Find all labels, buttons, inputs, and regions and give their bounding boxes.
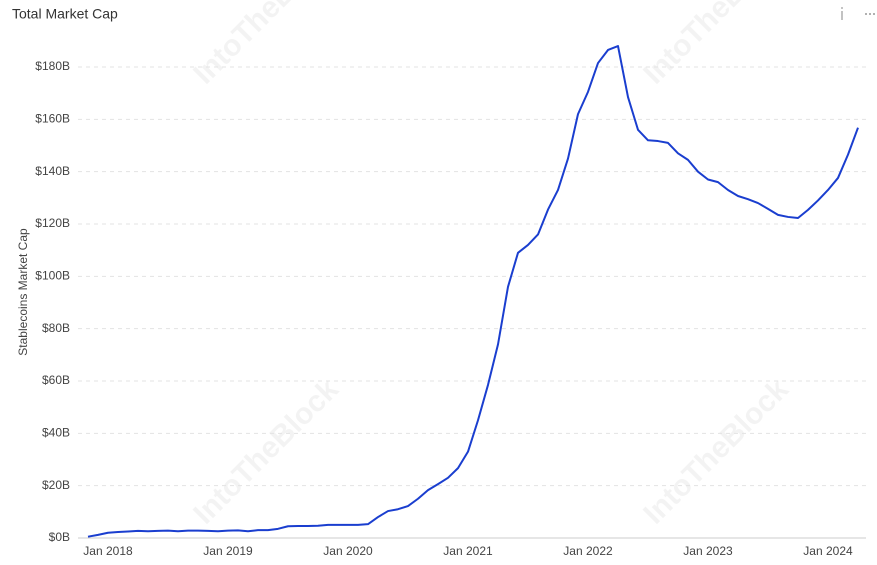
y-tick-label: $180B — [35, 59, 70, 73]
x-tick-label: Jan 2021 — [443, 544, 493, 558]
line-series — [87, 45, 859, 538]
y-tick-label: $40B — [42, 426, 70, 440]
info-icon[interactable] — [841, 7, 843, 20]
x-tick-label: Jan 2020 — [323, 544, 373, 558]
x-tick-label: Jan 2022 — [563, 544, 613, 558]
menu-icon[interactable] — [865, 13, 875, 15]
x-tick-label: Jan 2019 — [203, 544, 253, 558]
y-tick-label: $20B — [42, 478, 70, 492]
y-tick-label: $160B — [35, 112, 70, 126]
x-tick-label: Jan 2023 — [683, 544, 733, 558]
y-tick-label: $100B — [35, 269, 70, 283]
y-tick-label: $60B — [42, 373, 70, 387]
chart-title: Total Market Cap — [12, 6, 118, 22]
watermark: IntoTheBlock — [187, 0, 345, 91]
y-tick-label: $80B — [42, 321, 70, 335]
x-tick-label: Jan 2018 — [83, 544, 133, 558]
watermark: IntoTheBlock — [637, 373, 795, 531]
y-tick-label: $0B — [49, 530, 70, 544]
watermark: IntoTheBlock — [187, 373, 345, 531]
x-tick-label: Jan 2024 — [803, 544, 853, 558]
y-axis-label: Stablecoins Market Cap — [16, 228, 30, 356]
y-tick-label: $120B — [35, 216, 70, 230]
y-tick-label: $140B — [35, 164, 70, 178]
watermark: IntoTheBlock — [637, 0, 795, 91]
